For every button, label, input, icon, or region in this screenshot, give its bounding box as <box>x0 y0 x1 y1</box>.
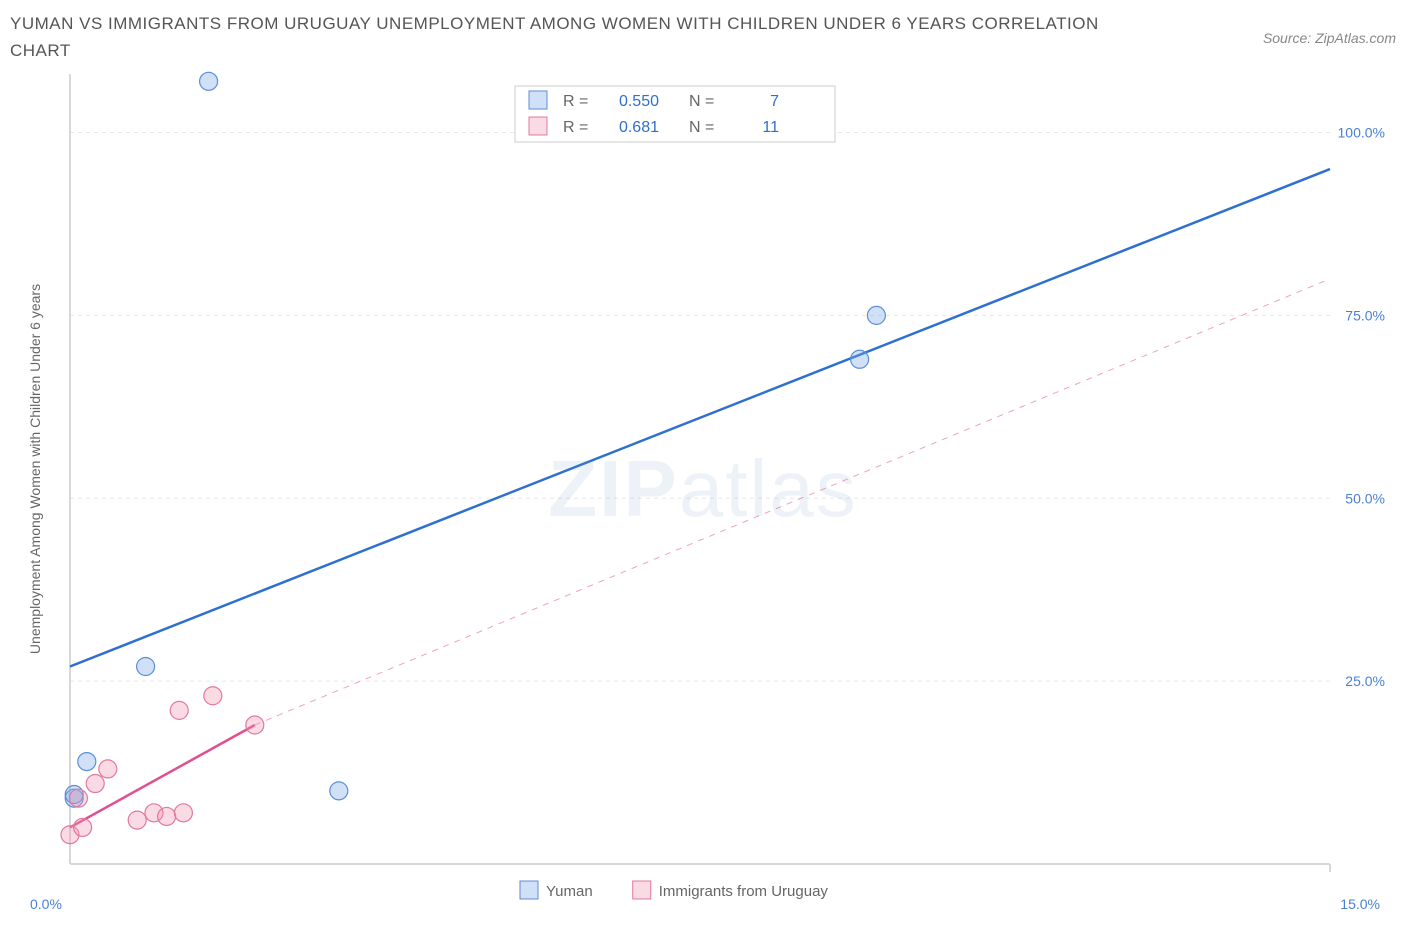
svg-text:0.0%: 0.0% <box>30 896 62 912</box>
svg-text:N =: N = <box>689 93 714 110</box>
svg-text:Immigrants from Uruguay: Immigrants from Uruguay <box>659 883 829 900</box>
svg-text:100.0%: 100.0% <box>1338 125 1385 141</box>
chart-area: ZIPatlas 0.0%15.0%25.0%50.0%75.0%100.0%U… <box>10 64 1396 914</box>
svg-text:Yuman: Yuman <box>546 883 593 900</box>
source-attribution: Source: ZipAtlas.com <box>1263 30 1396 46</box>
svg-text:7: 7 <box>770 93 779 110</box>
chart-title: YUMAN VS IMMIGRANTS FROM URUGUAY UNEMPLO… <box>10 10 1110 64</box>
svg-text:75.0%: 75.0% <box>1345 308 1385 324</box>
svg-text:0.681: 0.681 <box>619 119 659 136</box>
svg-text:25.0%: 25.0% <box>1345 674 1385 690</box>
svg-text:50.0%: 50.0% <box>1345 491 1385 507</box>
svg-text:0.550: 0.550 <box>619 93 659 110</box>
svg-text:R =: R = <box>563 119 588 136</box>
header-row: YUMAN VS IMMIGRANTS FROM URUGUAY UNEMPLO… <box>10 10 1396 64</box>
svg-text:N =: N = <box>689 119 714 136</box>
chart-container: YUMAN VS IMMIGRANTS FROM URUGUAY UNEMPLO… <box>10 10 1396 914</box>
svg-text:11: 11 <box>762 119 779 136</box>
svg-text:15.0%: 15.0% <box>1340 896 1380 912</box>
svg-text:R =: R = <box>563 93 588 110</box>
scatter-chart-svg: 0.0% 15.0% 25.0% 50.0% 75.0% 100.0% Unemployme… <box>10 64 1396 914</box>
svg-text:Unemployment Among Women with: Unemployment Among Women with Children U… <box>27 284 43 654</box>
